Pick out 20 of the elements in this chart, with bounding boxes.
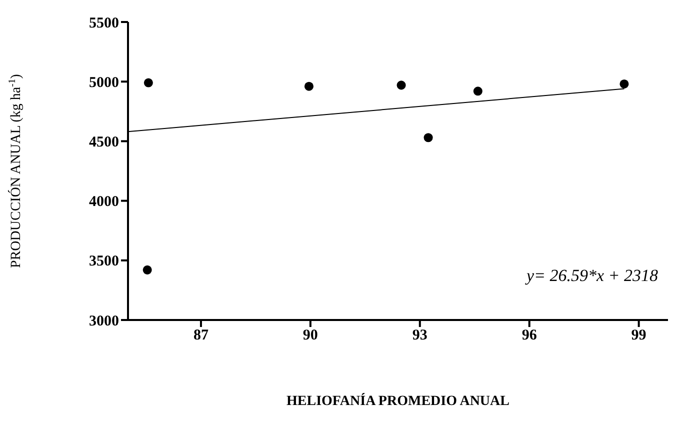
y-tick-label: 3500 <box>89 254 119 270</box>
point <box>144 78 153 88</box>
x-tick-label: 90 <box>302 328 318 344</box>
point <box>304 82 314 91</box>
point <box>620 79 629 88</box>
x-tick-label: 87 <box>193 328 209 344</box>
point <box>396 80 406 90</box>
point <box>142 265 152 274</box>
x-tick-label: 93 <box>412 328 428 344</box>
x-axis-title: HELIOFANÍA PROMEDIO ANUAL <box>286 392 510 409</box>
y-tick-label: 5500 <box>89 15 119 32</box>
y-tick-label: 3000 <box>89 313 119 330</box>
annotation: y= 26.59*x + 2318 <box>526 266 658 286</box>
point <box>473 86 482 96</box>
y-tick-label: 5000 <box>89 74 119 91</box>
point <box>424 133 433 142</box>
x-tick-label: 96 <box>522 328 538 344</box>
y-tick-label: 4500 <box>89 134 119 151</box>
x-tick-label: 99 <box>631 328 646 344</box>
y-tick-label: 4000 <box>89 194 119 210</box>
